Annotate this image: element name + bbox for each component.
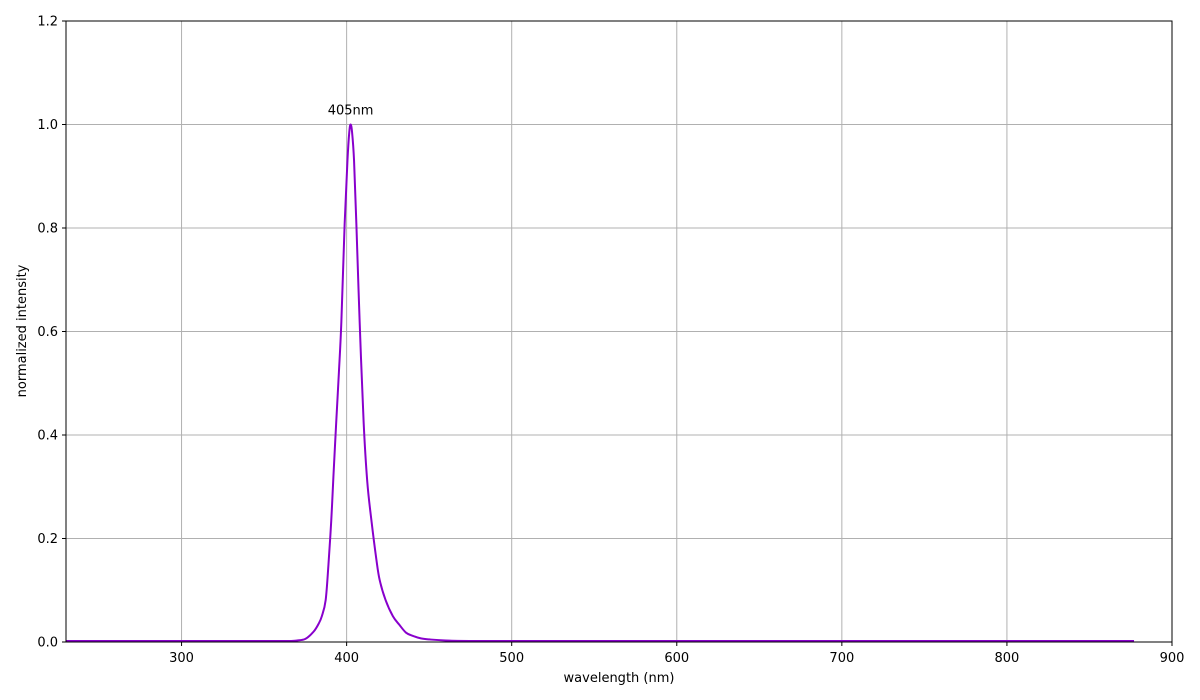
y-tick-label: 0.0	[37, 636, 58, 651]
x-tick-label: 400	[334, 651, 359, 666]
y-tick-label: 0.6	[37, 325, 58, 340]
grid	[66, 20, 1173, 643]
peak-annotation: 405nm	[328, 104, 374, 119]
x-tick-label: 700	[829, 651, 854, 666]
x-tick-label: 300	[169, 651, 194, 666]
x-tick-label: 500	[499, 651, 524, 666]
x-axis-label: wavelength (nm)	[564, 671, 675, 686]
plot-frame	[65, 20, 1173, 643]
ticks: 300 400 500 600 700 800 900 0.0 0.2 0.4 0.6 0.8 1.0 1…	[37, 15, 1184, 667]
x-tick-label: 600	[664, 651, 689, 666]
x-tick-label: 800	[995, 651, 1020, 666]
x-tick-label: 900	[1160, 651, 1185, 666]
y-axis-label: normalized intensity	[15, 264, 30, 397]
y-tick-label: 1.2	[37, 15, 58, 30]
y-tick-label: 0.8	[37, 222, 58, 237]
y-tick-label: 1.0	[37, 118, 58, 133]
y-tick-label: 0.4	[37, 429, 58, 444]
spectrum-line	[65, 123, 1135, 643]
y-tick-label: 0.2	[37, 532, 58, 547]
